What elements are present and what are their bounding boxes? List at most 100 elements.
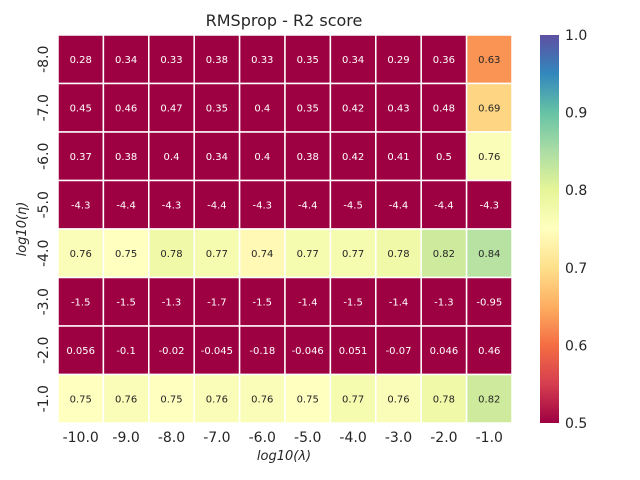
cell-value-label: 0.74 (251, 249, 273, 260)
heatmap-cell (420, 373, 468, 424)
heatmap-cell (57, 179, 105, 230)
y-tick-label: -2.0 (36, 337, 52, 364)
cell-value-label: 0.63 (478, 55, 500, 66)
cell-value-label: 0.34 (206, 152, 228, 163)
cell-value-label: 0.38 (206, 55, 228, 66)
cell-value-label: -4.4 (116, 200, 136, 211)
cell-value-label: 0.48 (433, 103, 455, 114)
cell-value-label: -1.3 (162, 297, 182, 308)
cell-value-label: 0.75 (70, 394, 92, 405)
x-tick-label: -10.0 (63, 430, 99, 446)
cell-value-label: 0.38 (297, 152, 319, 163)
cell-value-label: 0.77 (206, 249, 228, 260)
colorbar-gradient (540, 35, 559, 423)
heatmap-cell (102, 34, 150, 85)
heatmap-cell (148, 131, 195, 182)
heatmap-cell (329, 131, 377, 182)
heatmap-cell (57, 34, 105, 85)
heatmap-cell (375, 325, 422, 376)
cell-value-label: -1.7 (207, 297, 227, 308)
cell-value-label: -4.4 (389, 200, 409, 211)
y-tick-label: -6.0 (36, 143, 52, 170)
chart-title: RMSprop - R2 score (206, 11, 363, 30)
cell-value-label: 0.4 (254, 103, 270, 114)
cell-value-label: -4.3 (162, 200, 182, 211)
colorbar-tick-label: 1.0 (565, 28, 587, 44)
heatmap-cell (57, 131, 105, 182)
cell-value-label: -4.4 (298, 200, 318, 211)
cell-value-label: 0.37 (70, 152, 92, 163)
heatmap-cell (193, 276, 241, 327)
heatmap-cells: 0.28 0.34 0.33 0.38 0.33 0.35 0.34 0.29 0.36 0.63… (57, 34, 513, 424)
y-tick-label: -1.0 (36, 385, 52, 412)
cell-value-label: 0.29 (387, 55, 409, 66)
cell-value-label: -0.045 (201, 346, 233, 357)
heatmap-cell (57, 276, 105, 327)
cell-value-label: 0.35 (297, 103, 319, 114)
cell-value-label: 0.35 (297, 55, 319, 66)
cell-value-label: 0.46 (478, 346, 500, 357)
heatmap-cell (465, 82, 513, 133)
cell-value-label: 0.4 (164, 152, 180, 163)
cell-value-label: 0.051 (339, 346, 368, 357)
cell-value-label: -1.5 (253, 297, 273, 308)
heatmap-cell (284, 179, 332, 230)
cell-value-label: 0.78 (387, 249, 409, 260)
colorbar-tick-label: 0.8 (565, 183, 587, 199)
x-tick-label: -4.0 (339, 430, 366, 446)
heatmap-cell (193, 373, 241, 424)
colorbar-tick-label: 0.5 (565, 416, 587, 432)
heatmap-cell (375, 228, 422, 279)
x-tick-label: -8.0 (158, 430, 185, 446)
heatmap-cell (284, 276, 332, 327)
cell-value-label: 0.84 (478, 249, 500, 260)
cell-value-label: -0.046 (292, 346, 324, 357)
cell-value-label: 0.38 (115, 152, 137, 163)
heatmap-cell (148, 373, 195, 424)
cell-value-label: 0.34 (342, 55, 364, 66)
cell-value-label: 0.5 (436, 152, 452, 163)
cell-value-label: 0.36 (433, 55, 455, 66)
cell-value-label: -0.07 (386, 346, 412, 357)
cell-value-label: 0.28 (70, 55, 92, 66)
cell-value-label: 0.69 (478, 103, 500, 114)
x-axis-label: log10(λ) (257, 449, 311, 464)
cell-value-label: 0.43 (387, 103, 409, 114)
cell-value-label: 0.046 (430, 346, 459, 357)
cell-value-label: 0.33 (160, 55, 182, 66)
heatmap-cell (465, 34, 513, 85)
cell-value-label: -4.3 (480, 200, 500, 211)
cell-value-label: -1.3 (434, 297, 454, 308)
cell-value-label: 0.4 (254, 152, 270, 163)
heatmap-cell (238, 373, 286, 424)
cell-value-label: -0.95 (476, 297, 502, 308)
heatmap-cell (329, 228, 377, 279)
cell-value-label: 0.34 (115, 55, 137, 66)
x-tick-label: -7.0 (203, 430, 230, 446)
cell-value-label: -4.4 (207, 200, 227, 211)
cell-value-label: 0.78 (160, 249, 182, 260)
cell-value-label: 0.77 (342, 249, 364, 260)
colorbar-tick-label: 0.9 (565, 106, 587, 122)
cell-value-label: -4.5 (343, 200, 363, 211)
cell-value-label: -0.02 (159, 346, 185, 357)
x-tick-label: -3.0 (385, 430, 412, 446)
cell-value-label: 0.76 (251, 394, 273, 405)
heatmap-cell (284, 373, 332, 424)
cell-value-label: 0.47 (160, 103, 182, 114)
heatmap-cell (102, 131, 150, 182)
x-tick-label: -2.0 (430, 430, 457, 446)
heatmap-cell (420, 131, 468, 182)
x-tick-label: -9.0 (112, 430, 139, 446)
heatmap-cell (57, 325, 105, 376)
y-axis-label: log10(η) (15, 202, 30, 257)
cell-value-label: -1.5 (343, 297, 363, 308)
heatmap-cell (465, 131, 513, 182)
cell-value-label: 0.056 (66, 346, 95, 357)
cell-value-label: 0.76 (70, 249, 92, 260)
cell-value-label: 0.82 (433, 249, 455, 260)
cell-value-label: -1.4 (298, 297, 318, 308)
heatmap-cell (193, 82, 241, 133)
heatmap-cell (102, 373, 150, 424)
